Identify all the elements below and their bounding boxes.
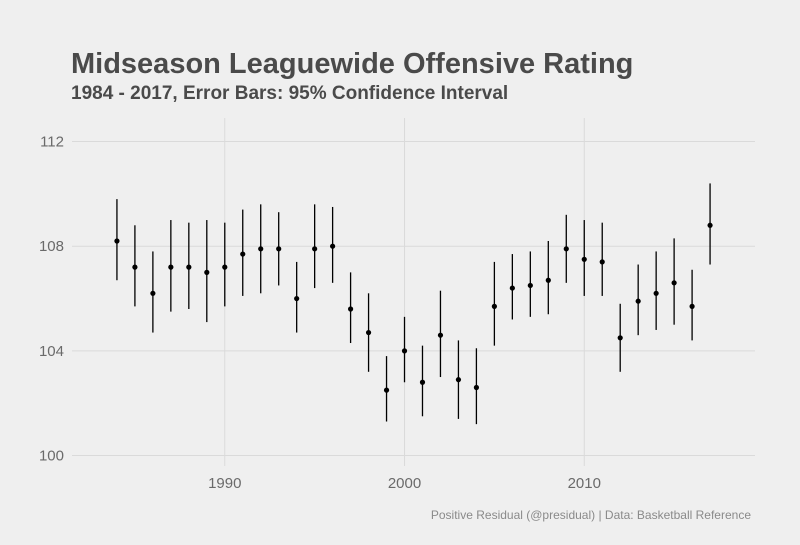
data-point: [150, 290, 156, 296]
data-point: [168, 264, 174, 270]
data-point: [707, 222, 713, 228]
x-tick-label: 2010: [568, 475, 601, 492]
data-point: [240, 251, 246, 257]
data-point: [401, 348, 408, 354]
y-tick-label: 112: [40, 134, 64, 151]
data-point: [455, 377, 462, 383]
y-tick-label: 108: [39, 238, 64, 255]
data-point: [419, 379, 426, 385]
data-point: [204, 269, 210, 275]
data-point: [132, 264, 138, 270]
chart-title: Midseason Leaguewide Offensive Rating: [71, 48, 634, 80]
data-point: [383, 387, 390, 393]
data-point: [491, 303, 497, 309]
x-tick-label: 2000: [388, 475, 421, 492]
data-point: [689, 303, 695, 309]
data-point: [653, 290, 659, 296]
data-point: [294, 295, 300, 302]
y-tick-label: 104: [39, 343, 64, 360]
data-point: [473, 384, 480, 391]
data-point: [437, 332, 444, 338]
data-point: [276, 246, 282, 252]
data-point: [563, 246, 569, 252]
data-point: [599, 259, 605, 265]
data-point: [617, 335, 623, 341]
data-point: [222, 264, 228, 270]
data-point: [330, 243, 336, 249]
data-point: [635, 298, 641, 304]
data-point: [258, 246, 264, 252]
data-point: [527, 282, 533, 289]
x-tick-label: 1990: [208, 475, 241, 492]
chart-subtitle: 1984 - 2017, Error Bars: 95% Confidence …: [71, 83, 509, 104]
data-point: [581, 256, 587, 262]
data-point: [509, 285, 515, 291]
y-tick-label: 100: [39, 448, 64, 465]
data-point: [671, 280, 677, 286]
chart-caption: Positive Residual (@presidual) | Data: B…: [430, 508, 751, 522]
data-point: [186, 264, 192, 270]
data-point: [347, 306, 354, 312]
data-point: [114, 238, 120, 244]
data-point: [545, 277, 551, 283]
data-point: [365, 329, 372, 336]
data-point: [312, 246, 318, 252]
